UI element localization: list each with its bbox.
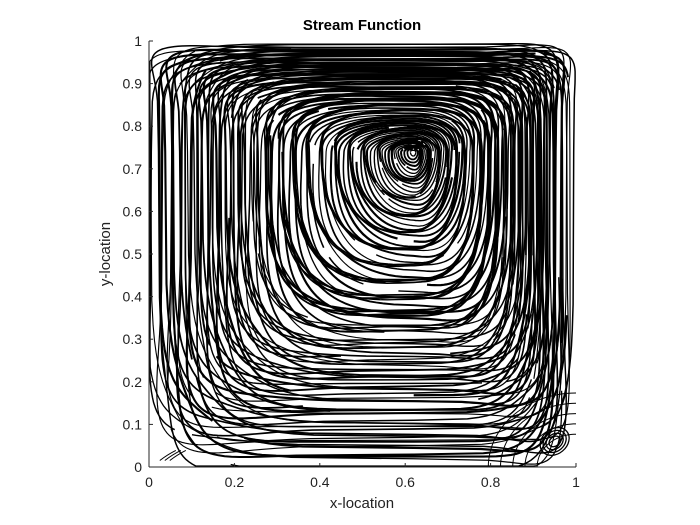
streamline <box>282 94 500 317</box>
secondary-vortex-separatrix <box>536 433 576 467</box>
streamline <box>237 82 518 364</box>
y-axis-label: y-location <box>97 222 114 286</box>
streamline <box>369 133 440 201</box>
streamline <box>265 93 504 333</box>
streamline <box>373 134 440 199</box>
secondary-vortex-separatrix <box>487 392 576 467</box>
streamline <box>150 45 576 467</box>
streamline <box>409 149 417 157</box>
chart-title: Stream Function <box>303 17 421 34</box>
streamline <box>320 114 471 267</box>
streamline <box>406 148 419 161</box>
streamline <box>347 122 458 234</box>
x-tick-label: 0.4 <box>310 474 330 490</box>
x-tick-label: 0.6 <box>395 474 415 490</box>
streamline <box>224 75 519 370</box>
corner-eddy-line <box>169 450 187 461</box>
streamline <box>228 74 522 360</box>
streamline <box>177 53 553 418</box>
streamline <box>395 144 425 175</box>
streamline <box>397 144 424 171</box>
y-tick-label: 1 <box>134 33 142 49</box>
streamline <box>240 81 522 366</box>
streamline <box>215 66 540 392</box>
streamline <box>342 121 458 233</box>
x-axis-label: x-location <box>330 495 394 512</box>
x-tick-label: 0.2 <box>225 474 245 490</box>
streamline <box>321 112 474 268</box>
y-tick-label: 0.1 <box>123 416 143 432</box>
streamline <box>378 137 437 196</box>
x-tick-label: 0 <box>145 474 153 490</box>
streamline <box>277 98 493 315</box>
streamline <box>217 69 531 372</box>
streamline <box>199 63 537 395</box>
x-tick-label: 1 <box>572 474 580 490</box>
streamline <box>294 99 492 300</box>
secondary-vortex-loop <box>542 429 567 454</box>
streamline <box>231 73 532 380</box>
streamline <box>280 97 497 318</box>
streamlines <box>149 42 576 467</box>
secondary-vortex-separatrix <box>500 402 576 467</box>
streamline <box>349 126 450 227</box>
streamline <box>324 114 466 252</box>
y-tick-label: 0.3 <box>123 331 143 347</box>
y-tick-label: 0.9 <box>123 76 143 92</box>
streamline <box>320 114 466 258</box>
streamline <box>247 80 516 342</box>
streamline <box>294 102 490 301</box>
streamline <box>250 87 506 343</box>
streamline <box>308 107 482 284</box>
streamline <box>376 135 438 198</box>
streamline <box>362 129 448 216</box>
streamline <box>390 141 430 180</box>
streamline <box>281 96 490 300</box>
y-tick-label: 0.2 <box>123 374 143 390</box>
secondary-vortex-loop <box>545 432 564 451</box>
x-ticks: 0 0.2 0.4 0.6 0.8 1 <box>145 463 580 490</box>
streamline <box>217 69 539 396</box>
corner-eddy-line <box>159 450 177 461</box>
streamline <box>149 42 567 454</box>
streamline <box>211 72 536 397</box>
streamline <box>400 145 422 168</box>
y-tick-label: 0 <box>134 459 142 475</box>
y-tick-label: 0.8 <box>123 118 143 134</box>
streamline <box>180 53 563 442</box>
secondary-vortex-separatrix <box>524 423 576 467</box>
streamline <box>244 78 524 363</box>
streamline <box>196 59 547 402</box>
y-tick-label: 0.7 <box>123 161 143 177</box>
streamline <box>365 131 441 206</box>
x-tick-label: 0.8 <box>481 474 501 490</box>
streamline <box>198 67 542 411</box>
streamline <box>363 131 445 214</box>
streamline <box>393 143 427 178</box>
streamline <box>211 69 528 383</box>
streamline <box>255 82 516 346</box>
streamline <box>223 77 524 378</box>
streamline <box>173 57 559 443</box>
y-tick-label: 0.5 <box>123 246 143 262</box>
streamline <box>305 108 476 280</box>
corner-eddy-line <box>164 450 182 461</box>
streamline <box>360 128 449 217</box>
streamline <box>381 138 432 189</box>
streamline <box>334 119 464 251</box>
y-tick-label: 0.6 <box>123 203 143 219</box>
streamline <box>403 146 421 164</box>
y-ticks: 0 0.1 0.2 0.3 0.4 0.5 0.6 0.7 0.8 0.9 1 <box>123 33 153 475</box>
streamline <box>156 43 570 446</box>
streamline <box>255 85 515 350</box>
y-tick-label: 0.4 <box>123 289 143 305</box>
streamline <box>306 109 479 283</box>
streamline <box>167 45 571 454</box>
secondary-vortex-separatrix <box>512 413 576 467</box>
streamline <box>337 120 458 237</box>
streamline <box>149 47 572 467</box>
streamline <box>384 139 432 185</box>
streamline <box>188 61 553 428</box>
